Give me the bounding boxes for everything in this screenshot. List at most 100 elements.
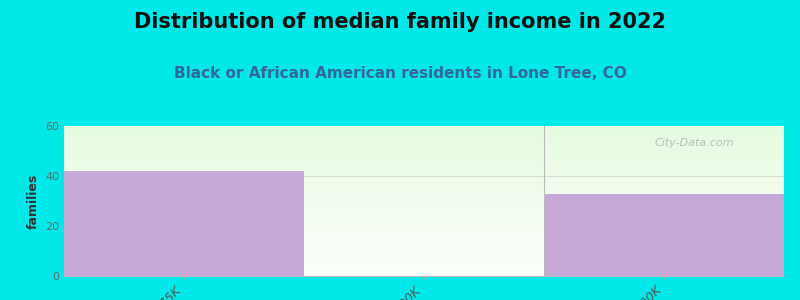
Bar bbox=[64, 165, 784, 166]
Bar bbox=[64, 259, 784, 260]
Bar bbox=[64, 256, 784, 257]
Bar bbox=[64, 216, 784, 217]
Bar bbox=[64, 274, 784, 275]
Bar bbox=[64, 191, 784, 192]
Bar bbox=[64, 126, 784, 127]
Bar bbox=[64, 157, 784, 158]
Bar bbox=[64, 214, 784, 215]
Bar bbox=[64, 230, 784, 231]
Bar bbox=[64, 128, 784, 130]
Bar bbox=[64, 236, 784, 237]
Bar bbox=[64, 199, 784, 200]
Bar bbox=[64, 170, 784, 171]
Bar bbox=[64, 155, 784, 156]
Bar bbox=[64, 180, 784, 181]
Bar bbox=[64, 151, 784, 152]
Bar bbox=[64, 154, 784, 155]
Bar bbox=[64, 238, 784, 240]
Bar bbox=[64, 257, 784, 259]
Bar bbox=[64, 224, 784, 225]
Text: Distribution of median family income in 2022: Distribution of median family income in … bbox=[134, 12, 666, 32]
Bar bbox=[64, 232, 784, 233]
Bar bbox=[64, 250, 784, 251]
Bar bbox=[64, 177, 784, 178]
Bar bbox=[64, 237, 784, 238]
Bar bbox=[64, 146, 784, 147]
Bar bbox=[64, 260, 784, 261]
Bar bbox=[64, 195, 784, 196]
Bar bbox=[64, 233, 784, 235]
Bar bbox=[64, 242, 784, 244]
Bar bbox=[64, 215, 784, 216]
Bar bbox=[64, 263, 784, 265]
Bar bbox=[64, 235, 784, 236]
Bar bbox=[64, 261, 784, 262]
Bar bbox=[64, 172, 784, 173]
Bar bbox=[64, 248, 784, 250]
Bar bbox=[64, 142, 784, 143]
Text: Black or African American residents in Lone Tree, CO: Black or African American residents in L… bbox=[174, 66, 626, 81]
Bar bbox=[64, 143, 784, 145]
Bar bbox=[64, 207, 784, 208]
Bar bbox=[64, 220, 784, 221]
Bar bbox=[64, 182, 784, 184]
Bar bbox=[64, 164, 784, 165]
Bar bbox=[64, 240, 784, 241]
Bar bbox=[64, 272, 784, 274]
Bar bbox=[64, 231, 784, 232]
Bar bbox=[64, 150, 784, 151]
Bar bbox=[64, 241, 784, 242]
Bar bbox=[64, 192, 784, 194]
Bar bbox=[64, 197, 784, 199]
Bar bbox=[64, 221, 784, 222]
Bar bbox=[64, 203, 784, 205]
Bar bbox=[64, 268, 784, 270]
Bar bbox=[64, 158, 784, 160]
Bar bbox=[64, 145, 784, 146]
Bar bbox=[64, 206, 784, 207]
Bar bbox=[64, 166, 784, 167]
Bar bbox=[64, 266, 784, 267]
Bar bbox=[64, 211, 784, 212]
Bar bbox=[64, 178, 784, 180]
Bar bbox=[64, 247, 784, 248]
Bar bbox=[64, 141, 784, 142]
Bar bbox=[64, 160, 784, 161]
Bar bbox=[64, 251, 784, 252]
Bar bbox=[64, 194, 784, 195]
Bar bbox=[64, 132, 784, 134]
Bar bbox=[64, 127, 784, 128]
Bar bbox=[64, 265, 784, 266]
Bar bbox=[64, 169, 784, 170]
Bar bbox=[64, 173, 784, 175]
Bar bbox=[64, 161, 784, 162]
Bar bbox=[64, 200, 784, 201]
Bar bbox=[64, 271, 784, 272]
Bar bbox=[64, 130, 784, 131]
Bar bbox=[544, 194, 784, 276]
Bar bbox=[64, 136, 784, 137]
Bar bbox=[64, 254, 784, 255]
Bar bbox=[64, 226, 784, 227]
Bar bbox=[64, 205, 784, 206]
Bar bbox=[64, 208, 784, 210]
Bar bbox=[64, 217, 784, 218]
Bar bbox=[64, 218, 784, 220]
Text: City-Data.com: City-Data.com bbox=[654, 138, 734, 148]
Bar bbox=[64, 147, 784, 148]
Bar bbox=[64, 212, 784, 214]
Y-axis label: families: families bbox=[26, 173, 39, 229]
Bar bbox=[64, 275, 784, 276]
Bar bbox=[64, 185, 784, 186]
Bar bbox=[64, 140, 784, 141]
Bar bbox=[64, 227, 784, 229]
Bar bbox=[64, 252, 784, 253]
Bar bbox=[64, 222, 784, 224]
Bar bbox=[64, 171, 784, 172]
Bar bbox=[64, 201, 784, 202]
Bar bbox=[64, 184, 784, 185]
Bar bbox=[64, 139, 784, 140]
Bar bbox=[64, 202, 784, 203]
Bar bbox=[64, 135, 784, 136]
Bar bbox=[64, 190, 784, 191]
